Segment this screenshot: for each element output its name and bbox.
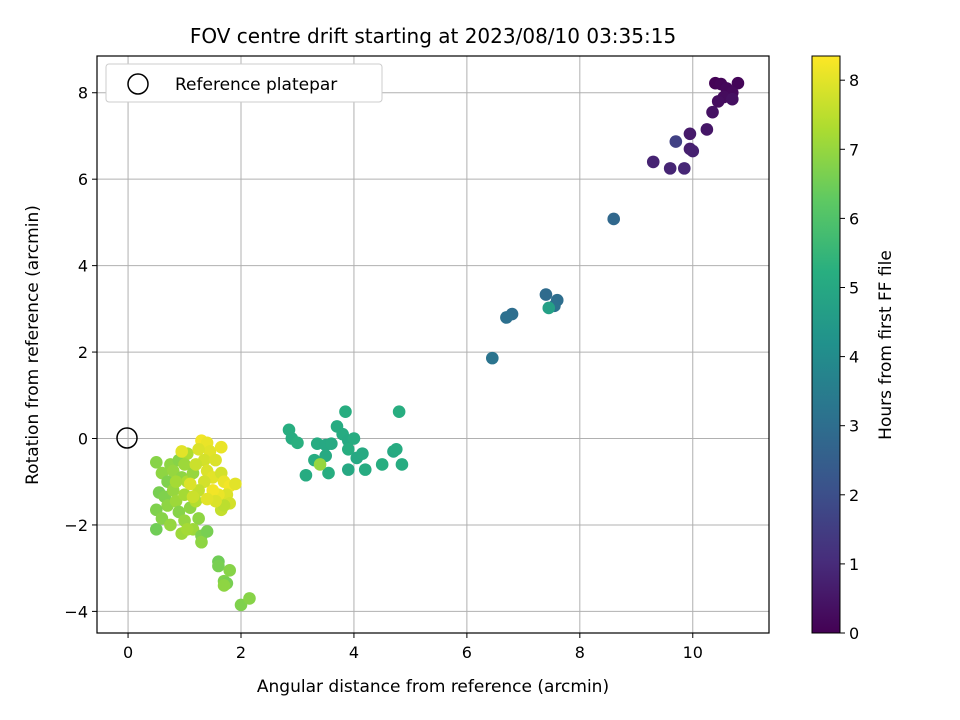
scatter-point	[341, 463, 355, 476]
scatter-point	[229, 477, 242, 491]
colorbar-tick-label: 8	[849, 71, 859, 90]
scatter-point	[358, 463, 372, 476]
legend: Reference platepar	[105, 63, 383, 103]
x-axis-ticks: 0 2 4 6 8 10	[123, 633, 703, 662]
scatter-point	[500, 311, 513, 324]
scatter-point	[183, 477, 197, 491]
scatter-point	[392, 405, 406, 419]
scatter-point	[291, 436, 304, 450]
x-tick-label: 10	[683, 643, 703, 662]
x-tick-label: 0	[123, 643, 133, 662]
scatter-point	[149, 522, 163, 536]
colorbar-tick-label: 3	[849, 417, 859, 436]
scatter-point	[375, 458, 389, 471]
colorbar-tick-label: 0	[849, 624, 859, 643]
scatter-point	[711, 95, 725, 108]
scatter-points	[149, 76, 745, 612]
colorbar-tick-label: 6	[849, 209, 859, 228]
scatter-point	[700, 123, 714, 136]
legend-marker-reference	[127, 73, 149, 95]
y-tick-label: 6	[78, 170, 88, 189]
colorbar-tick-label: 5	[849, 278, 859, 297]
colorbar-tick-label: 2	[849, 486, 859, 505]
y-axis-ticks: −4 −2 0 2 4 6 8	[64, 84, 97, 621]
scatter-point	[195, 535, 208, 549]
scatter-point	[214, 440, 228, 454]
colorbar-ticks: 0 1 2 3 4 5 6 7 8	[840, 71, 859, 643]
legend-box	[105, 63, 383, 103]
x-tick-label: 8	[575, 643, 585, 662]
colorbar: 0 1 2 3 4 5 6 7 8 Hours from first FF file	[811, 55, 896, 643]
legend-label-reference: Reference platepar	[175, 75, 337, 95]
plot-frame	[96, 55, 770, 634]
scatter-point	[313, 458, 327, 471]
scatter-point	[192, 443, 205, 456]
colorbar-tick-label: 1	[849, 555, 859, 574]
scatter-point	[347, 432, 361, 445]
scatter-point	[209, 453, 222, 467]
scatter-point	[725, 92, 739, 106]
scatter-point	[192, 512, 205, 525]
y-tick-label: −4	[64, 602, 88, 621]
reference-platepar-marker	[116, 427, 138, 449]
scatter-point	[706, 105, 719, 119]
scatter-point	[686, 144, 700, 158]
scatter-point	[646, 155, 660, 169]
y-axis-label: Rotation from reference (arcmin)	[23, 205, 43, 485]
y-tick-label: 8	[78, 84, 88, 103]
x-tick-label: 6	[462, 643, 472, 662]
y-tick-label: 0	[78, 430, 88, 449]
scatter-point	[299, 468, 313, 482]
scatter-point	[731, 76, 745, 90]
scatter-point	[669, 135, 683, 148]
scatter-point	[200, 525, 214, 538]
scatter-point	[485, 351, 499, 365]
colorbar-tick-label: 4	[849, 348, 859, 367]
scatter-point	[178, 458, 191, 471]
scatter-point	[663, 162, 677, 175]
scatter-point	[539, 288, 553, 301]
scatter-point	[217, 579, 231, 592]
scatter-point	[243, 592, 256, 605]
x-axis-label: Angular distance from reference (arcmin)	[257, 677, 609, 697]
scatter-point	[169, 475, 183, 489]
scatter-point	[223, 564, 237, 577]
scatter-point	[181, 522, 194, 536]
colorbar-tick-label: 7	[849, 140, 859, 159]
scatter-point	[677, 162, 691, 175]
scatter-point	[542, 301, 556, 315]
scatter-point	[607, 212, 621, 226]
scatter-point	[322, 466, 335, 480]
chart-title: FOV centre drift starting at 2023/08/10 …	[190, 24, 676, 48]
y-tick-label: 2	[78, 343, 88, 362]
y-tick-label: −2	[64, 516, 88, 535]
scatter-point	[395, 458, 409, 471]
scatter-point	[325, 437, 338, 450]
scatter-point	[164, 518, 177, 532]
scatter-point	[356, 447, 369, 460]
scatter-point	[200, 492, 214, 506]
y-tick-label: 4	[78, 257, 88, 276]
scatter-point	[189, 458, 203, 471]
scatter-point	[341, 443, 355, 456]
scatter-point	[389, 443, 403, 456]
scatter-point	[175, 445, 189, 458]
scatter-point	[683, 127, 697, 141]
scatter-point	[339, 405, 352, 419]
colorbar-label: Hours from first FF file	[876, 250, 896, 440]
colorbar-gradient	[811, 55, 841, 634]
scatter-point	[212, 559, 225, 573]
x-tick-label: 2	[236, 643, 246, 662]
scatter-point	[149, 455, 163, 469]
x-tick-label: 4	[349, 643, 359, 662]
scatter-point	[186, 490, 200, 504]
